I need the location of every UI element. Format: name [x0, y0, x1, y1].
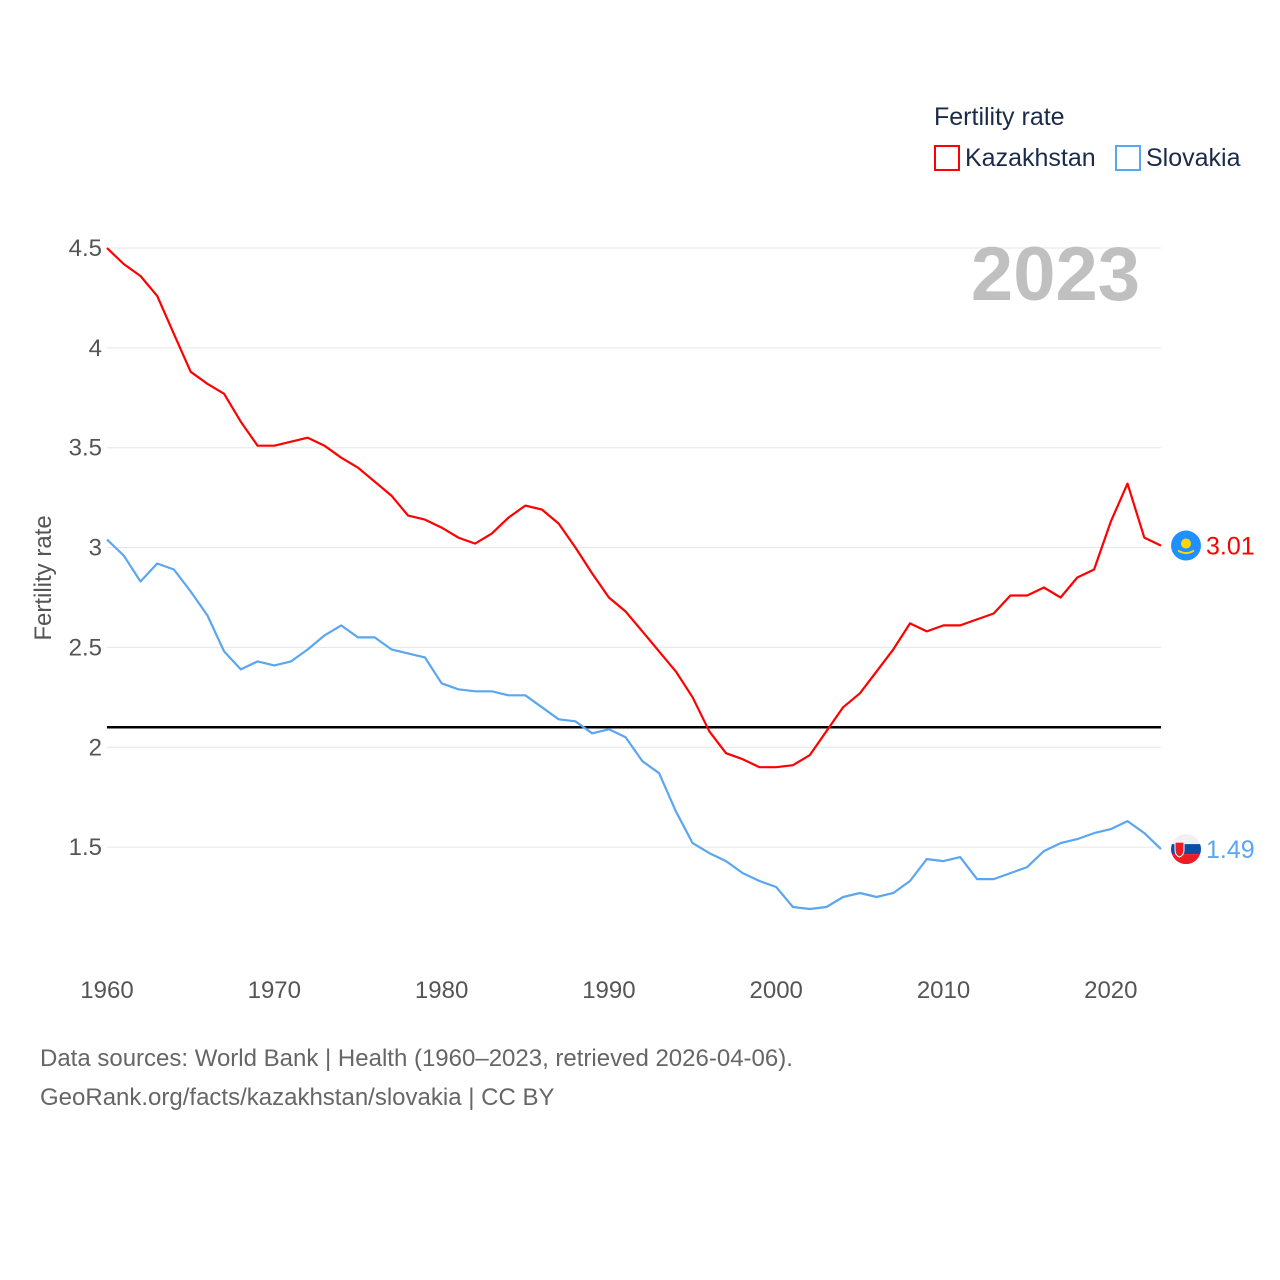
- x-tick-label: 1970: [248, 977, 301, 1004]
- series-end-labels: 3.01 1.49: [1171, 530, 1255, 865]
- y-axis-ticks: 1.5 2 2.5 3 3.5 4 4.5: [69, 235, 102, 861]
- flag-white: [1171, 834, 1201, 845]
- footer-source: Data sources: World Bank | Health (1960–…: [40, 1045, 793, 1072]
- year-label: 2023: [971, 232, 1140, 317]
- series-line-slovakia: [106, 538, 1162, 911]
- flag-coat-of-arms: [1174, 841, 1185, 858]
- y-tick-label: 2: [89, 734, 102, 761]
- flag-eagle: [1177, 549, 1195, 555]
- legend-title: Fertility rate: [934, 103, 1065, 131]
- y-tick-label: 3: [89, 535, 102, 562]
- y-tick-label: 1.5: [69, 834, 102, 861]
- series-line-kazakhstan: [106, 247, 1162, 769]
- series-lines: [106, 247, 1162, 911]
- legend-swatch-kazakhstan: [934, 145, 960, 171]
- flag-blue: [1171, 844, 1201, 855]
- y-tick-label: 4: [89, 335, 102, 362]
- y-tick-label: 4.5: [69, 235, 102, 262]
- x-tick-label: 1990: [582, 977, 635, 1004]
- x-tick-label: 2010: [917, 977, 970, 1004]
- x-tick-label: 2020: [1084, 977, 1137, 1004]
- end-value-label-slovakia: 1.49: [1206, 836, 1255, 864]
- flag-icon-kazakhstan: [1171, 530, 1201, 561]
- x-tick-label: 1960: [80, 977, 133, 1004]
- footer-attribution: GeoRank.org/facts/kazakhstan/slovakia | …: [40, 1084, 555, 1111]
- flag-icon-slovakia: [1171, 834, 1201, 865]
- legend-label-kazakhstan: Kazakhstan: [965, 144, 1096, 172]
- y-tick-label: 2.5: [69, 634, 102, 661]
- legend: Kazakhstan Slovakia: [934, 144, 1241, 172]
- flag-red: [1171, 854, 1201, 865]
- flag-stripes: [1171, 834, 1201, 865]
- end-value-label-kazakhstan: 3.01: [1206, 533, 1255, 561]
- x-tick-label: 2000: [750, 977, 803, 1004]
- gridlines: [107, 247, 1161, 848]
- y-tick-label: 3.5: [69, 435, 102, 462]
- legend-swatch-slovakia: [1115, 145, 1141, 171]
- flag-sun: [1181, 538, 1191, 549]
- x-tick-label: 1980: [415, 977, 468, 1004]
- legend-label-slovakia: Slovakia: [1146, 144, 1241, 172]
- y-axis-label: Fertility rate: [30, 515, 57, 640]
- x-axis-ticks: 1960 1970 1980 1990 2000 2010 2020: [80, 977, 1137, 1004]
